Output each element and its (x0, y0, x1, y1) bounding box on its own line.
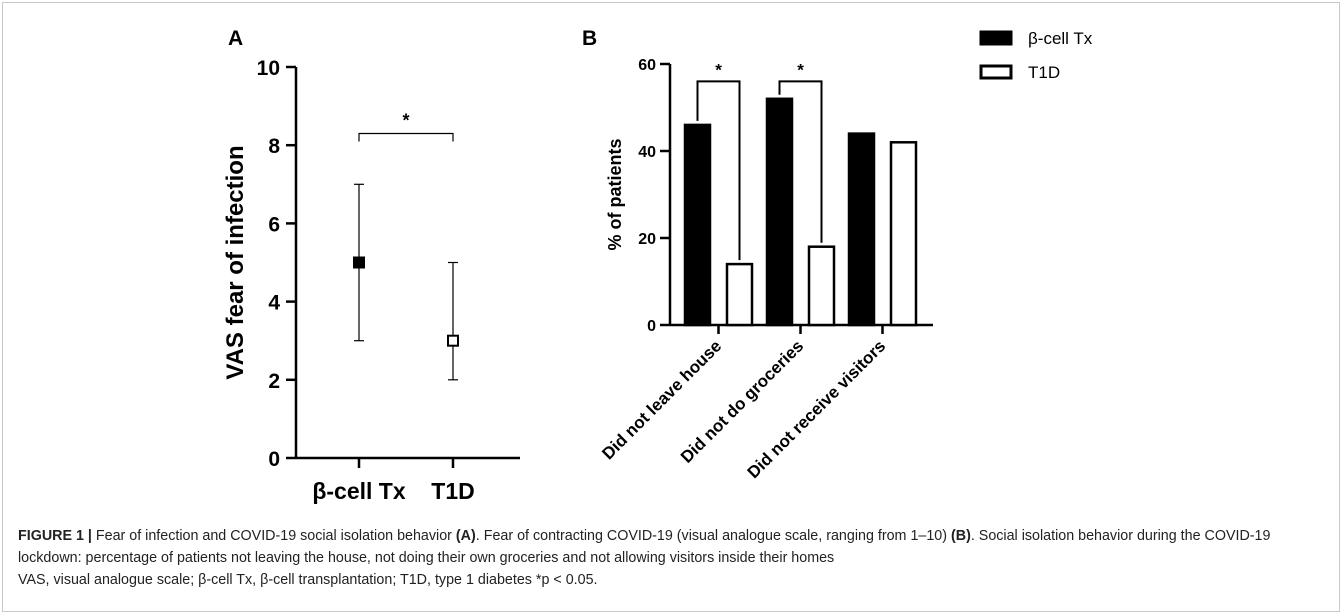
panel-b-significance-bracket (778, 80, 823, 243)
panel-b-bar (847, 132, 876, 327)
legend-label: β-cell Tx (1028, 29, 1093, 48)
panel-b-bar (765, 97, 794, 327)
caption-ref-b: (B) (950, 528, 971, 544)
legend: β-cell Tx T1D (979, 29, 1093, 82)
panel-a-y-tick-label: 10 (257, 57, 280, 80)
panel-b-y-tick-label: 20 (638, 231, 656, 248)
panel-a-y-axis-label: VAS fear of infection (222, 145, 249, 379)
panel-b-y-tick-label: 0 (647, 318, 656, 335)
legend-label: T1D (1028, 63, 1060, 82)
panel-b-label: B (582, 27, 597, 50)
panel-a-label: A (228, 27, 243, 50)
caption-label: FIGURE 1 | (18, 528, 92, 544)
panel-a-x-tick-label: T1D (431, 478, 474, 504)
caption-text-1: Fear of infection and COVID-19 social is… (95, 528, 456, 544)
legend-swatch (979, 30, 1013, 46)
panel-a-point (353, 256, 365, 269)
panel-b-y-tick-label: 40 (638, 144, 656, 161)
panel-b-bar (889, 141, 918, 327)
panel-a-y-tick-label: 2 (268, 370, 280, 393)
caption-abbrev: VAS, visual analogue scale; β-cell Tx, β… (18, 572, 598, 588)
panel-a-significance-label: * (402, 110, 409, 130)
figure-caption: FIGURE 1 | Fear of infection and COVID-1… (18, 525, 1328, 591)
panel-a-y-tick-label: 6 (268, 213, 280, 236)
panel-b-x-tick-label: Did not receive visitors (744, 336, 890, 482)
panel-b-bar (725, 262, 754, 327)
panel-a-significance-bracket (358, 132, 454, 142)
panel-a: A 0 2 4 6 8 10 VAS fear of infection β-cell Tx T1… (222, 27, 520, 504)
panel-b-significance-label: * (715, 60, 722, 79)
panel-b-bar (807, 245, 836, 327)
panel-b-bar (683, 123, 712, 327)
panel-a-y-tick-label: 4 (268, 292, 280, 315)
legend-swatch (979, 64, 1013, 80)
figure-canvas: A 0 2 4 6 8 10 VAS fear of infection β-cell Tx T1… (222, 27, 1093, 504)
panel-b-significance-bracket (696, 80, 741, 261)
caption-text-3: . Social isolation behavior during the C… (18, 528, 1271, 566)
caption-ref-a: (A) (455, 528, 476, 544)
caption-text-2: . Fear of contracting COVID-19 (visual a… (475, 528, 951, 544)
panel-a-x-tick-label: β-cell Tx (312, 478, 406, 504)
panel-b-y-axis-label: % of patients (605, 138, 625, 250)
panel-a-y-tick-label: 8 (268, 135, 280, 158)
panel-a-point (447, 334, 459, 347)
panel-b-significance-label: * (797, 60, 804, 79)
panel-a-y-tick-label: 0 (268, 448, 280, 471)
panel-b-y-tick-label: 60 (638, 57, 656, 74)
